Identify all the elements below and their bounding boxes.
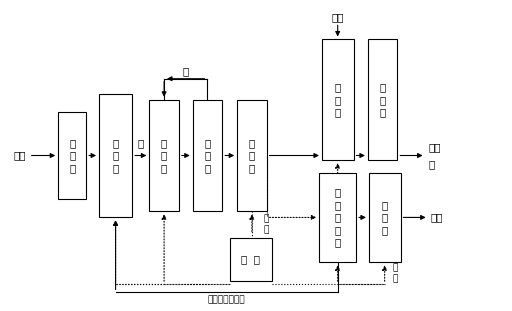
Text: 格
栅
井: 格 栅 井 [69,138,75,173]
Text: 污泥上清液回流: 污泥上清液回流 [208,295,245,304]
Text: 气
提: 气 提 [392,263,398,283]
Text: 污
泥
消
化
池: 污 泥 消 化 池 [334,188,341,247]
Bar [230,238,272,281]
Text: 缺
氧
池: 缺 氧 池 [161,138,167,173]
Text: 风  机: 风 机 [241,254,261,264]
Bar [322,39,353,160]
Bar [368,39,397,160]
Bar [58,112,86,199]
Text: 泵: 泵 [183,66,189,76]
Text: 气
提: 气 提 [263,215,268,234]
Text: 清
水
池: 清 水 池 [379,82,386,117]
Text: 外运: 外运 [430,212,442,222]
Text: 泵: 泵 [138,138,144,148]
Bar [150,100,179,211]
Bar [319,173,356,262]
Text: 进水: 进水 [13,151,26,160]
Text: 加药: 加药 [331,12,344,22]
Text: 好
氧
池: 好 氧 池 [204,138,210,173]
Bar [369,173,400,262]
Text: 污
泥
泡: 污 泥 泡 [381,200,388,235]
Bar [193,100,222,211]
Bar [99,94,132,217]
Text: 沉
淀
池: 沉 淀 池 [249,138,255,173]
Text: 消
毒
池: 消 毒 池 [334,82,341,117]
Text: 泵: 泵 [428,159,434,169]
Text: 调
节
池: 调 节 池 [113,138,119,173]
Bar [237,100,267,211]
Text: 排放: 排放 [428,142,440,152]
